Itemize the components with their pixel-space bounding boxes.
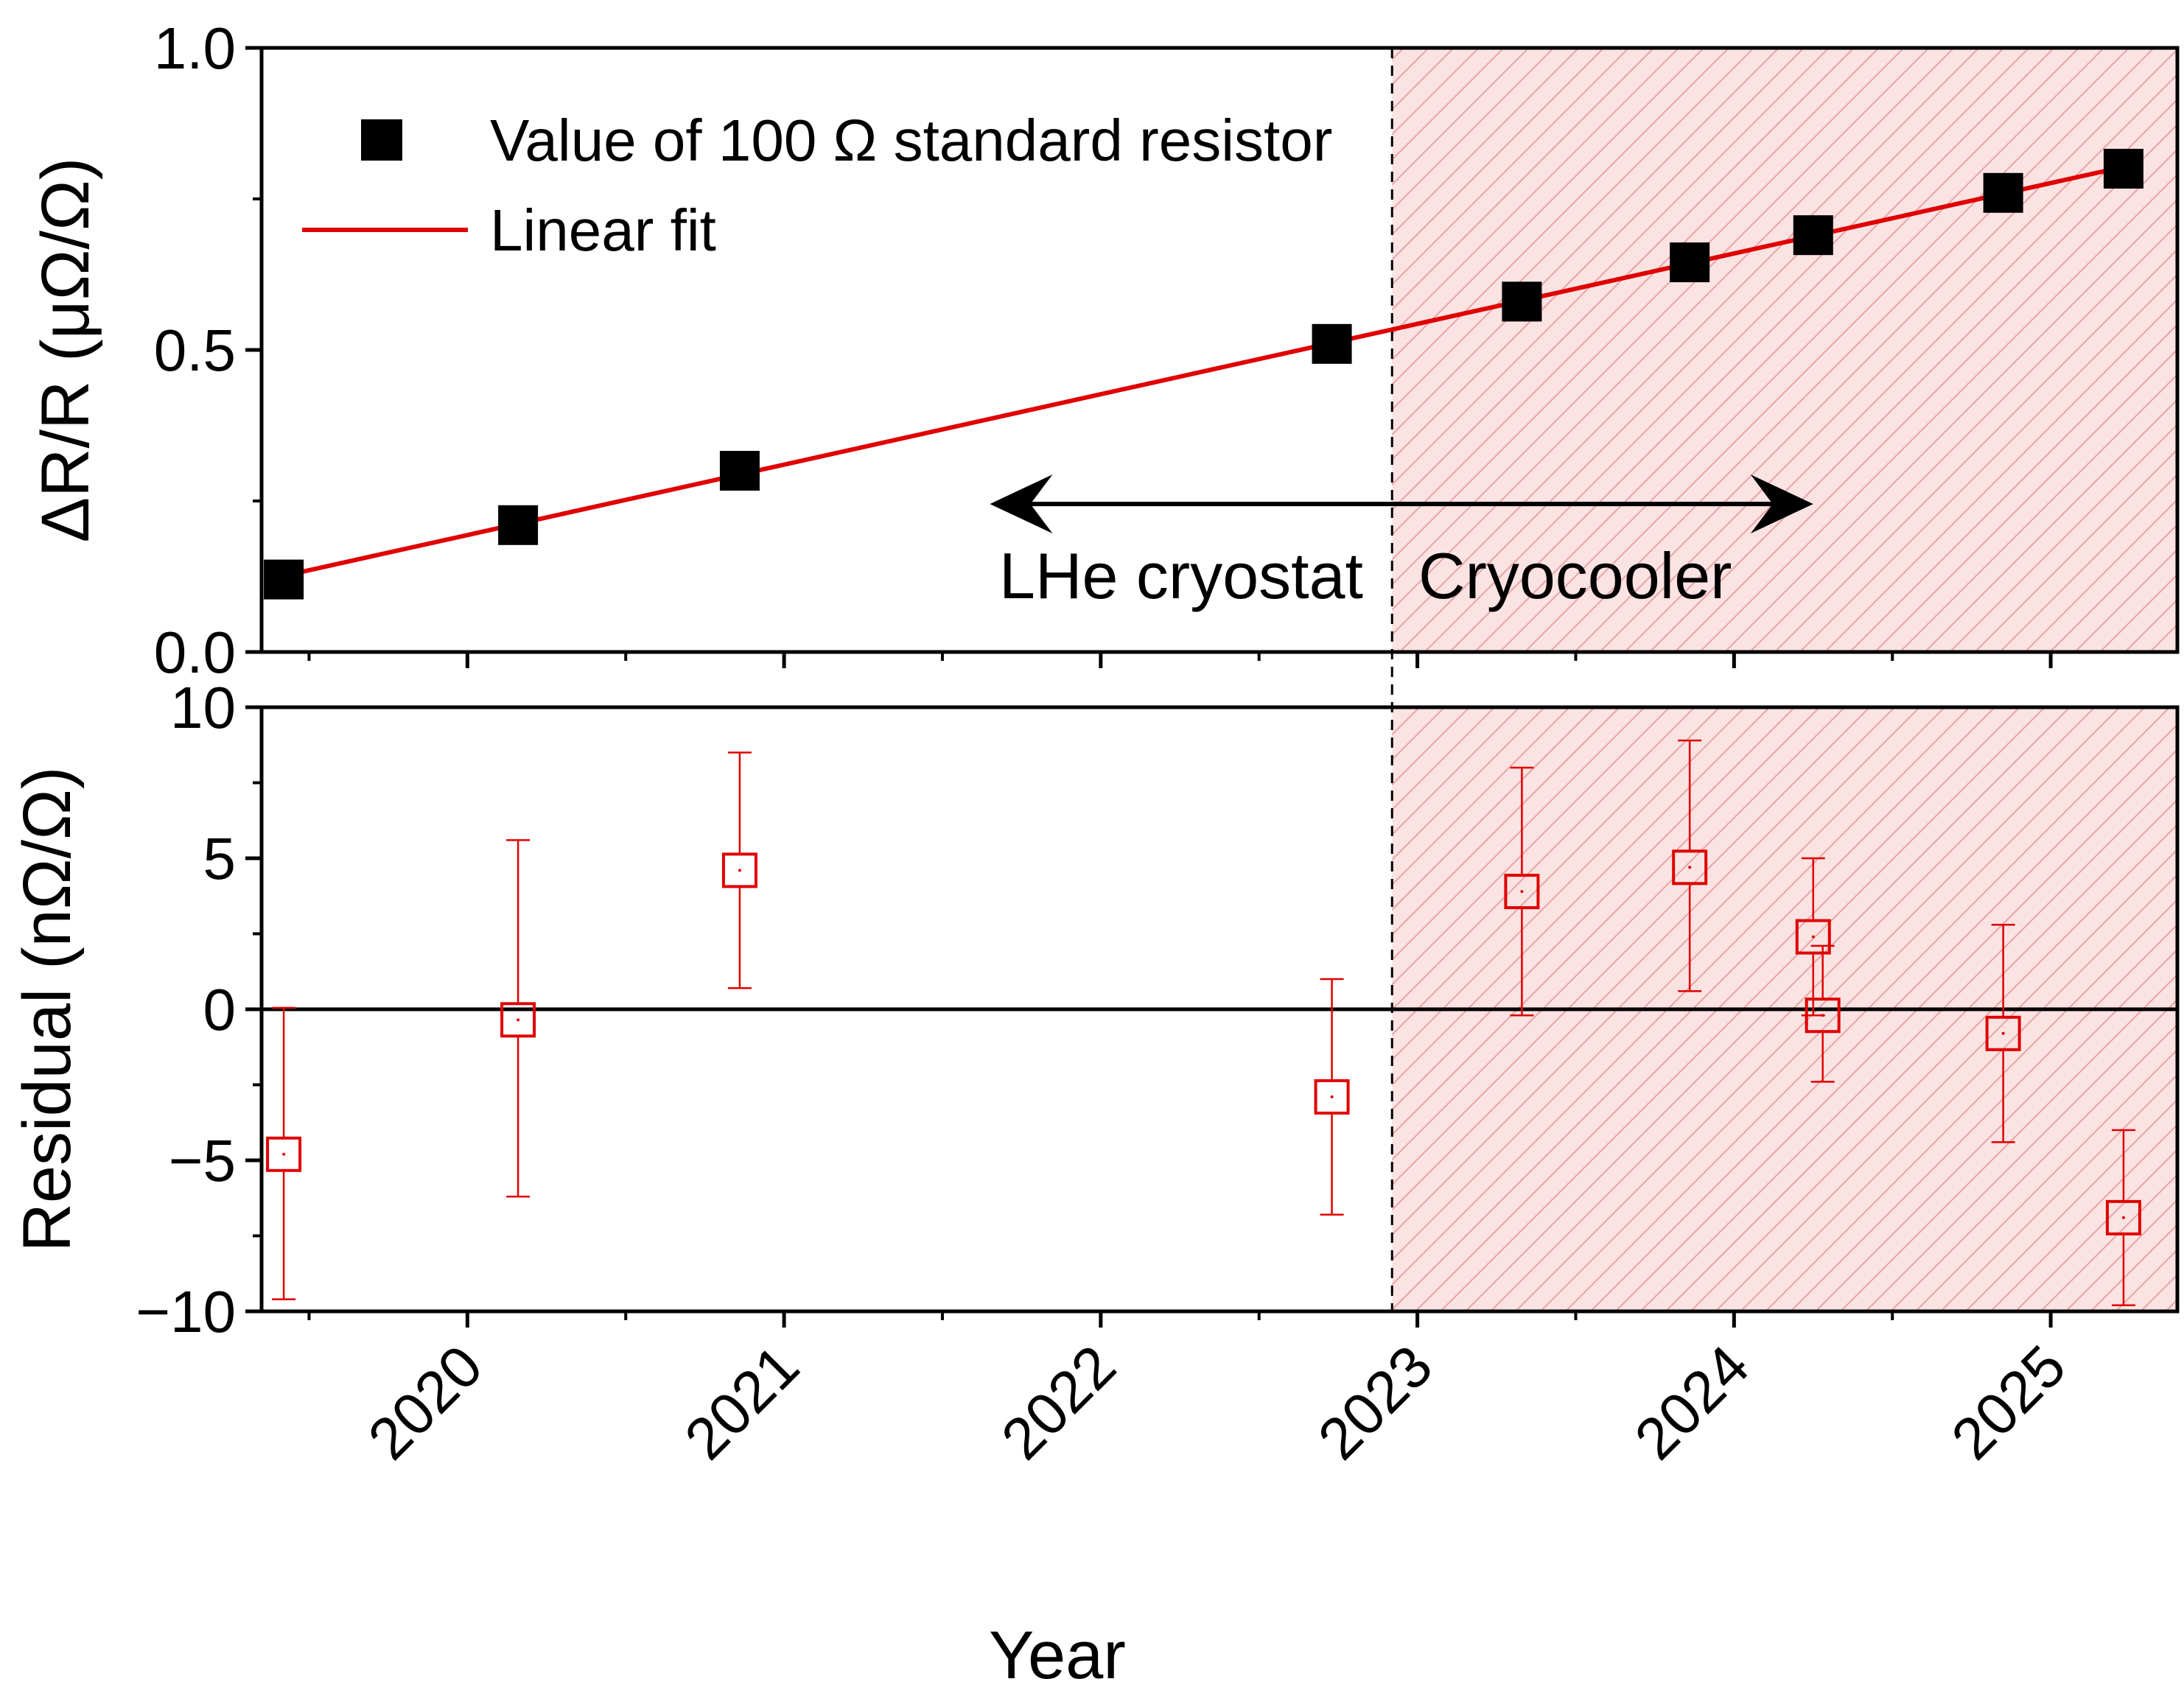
x-axis-label: Year: [989, 1618, 1126, 1693]
top-ytick-label-1: 0.5: [154, 318, 236, 383]
data-point-8: [1983, 172, 2023, 213]
residual-center-dot-2: [517, 1018, 520, 1022]
residual-point-10: [2105, 1199, 2141, 1235]
y-axis-label-bottom: Residual (nΩ/Ω): [10, 766, 85, 1252]
residual-point-5: [1504, 874, 1540, 910]
data-point-2: [498, 505, 539, 545]
period-arrow: [990, 474, 1813, 534]
bottom-ytick-label-4: 10: [170, 675, 236, 740]
residual-point-9: [1985, 1015, 2021, 1051]
top-ytick-label-0: 0.0: [154, 620, 236, 685]
cryocooler-label: Cryocooler: [1418, 539, 1732, 612]
cryocooler-region-top: [1392, 48, 2177, 652]
xtick-label-0: 2020: [356, 1333, 495, 1472]
data-point-7: [1793, 215, 1833, 256]
data-point-3: [719, 451, 760, 491]
residual-point-6: [1672, 849, 1708, 886]
lhe-cryostat-label: LHe cryostat: [999, 539, 1363, 612]
top-ytick-label-2: 1.0: [154, 15, 236, 81]
residual-center-dot-3: [738, 869, 741, 872]
top-data-points: [264, 149, 2143, 600]
bottom-ytick-label-3: 5: [203, 826, 237, 891]
xtick-label-5: 2025: [1939, 1333, 2078, 1472]
residual-point-4: [1314, 1079, 1350, 1115]
bottom-ytick-label-2: 0: [203, 977, 237, 1042]
residual-point-1: [266, 1136, 302, 1172]
xtick-label-2: 2022: [989, 1333, 1128, 1472]
residual-center-dot-5: [1520, 890, 1524, 894]
bottom-ytick-label-0: −10: [136, 1279, 236, 1344]
residual-point-8: [1805, 997, 1841, 1034]
residual-center-dot-1: [282, 1152, 286, 1156]
xtick-label-1: 2021: [672, 1333, 811, 1472]
data-point-6: [1670, 242, 1710, 283]
bottom-ytick-label-1: −5: [169, 1128, 236, 1193]
residual-point-7: [1795, 919, 1831, 955]
residual-point-2: [500, 1002, 536, 1038]
residual-points: [266, 739, 2141, 1307]
xtick-label-3: 2023: [1306, 1333, 1445, 1472]
data-point-4: [1312, 323, 1352, 364]
data-point-5: [1502, 281, 1542, 322]
legend-label-fit: Linear fit: [490, 197, 716, 263]
arrow-head-right: [1750, 474, 1813, 534]
data-point-9: [2103, 149, 2143, 189]
legend-marker-square: [361, 119, 402, 161]
legend: Value of 100 Ω standard resistor Linear …: [302, 108, 1332, 263]
arrow-head-left: [990, 474, 1053, 534]
data-point-1: [264, 559, 304, 600]
residual-center-dot-7: [1811, 935, 1815, 939]
residual-center-dot-4: [1330, 1095, 1334, 1098]
y-axis-label-top: ΔR/R (μΩ/Ω): [28, 158, 103, 543]
residual-center-dot-9: [2001, 1031, 2005, 1035]
residual-center-dot-10: [2121, 1216, 2125, 1219]
residual-point-3: [721, 852, 757, 888]
residual-center-dot-8: [1821, 1014, 1824, 1017]
legend-label-data: Value of 100 Ω standard resistor: [490, 108, 1332, 173]
residual-center-dot-6: [1688, 866, 1692, 869]
xtick-label-4: 2024: [1623, 1333, 1762, 1472]
